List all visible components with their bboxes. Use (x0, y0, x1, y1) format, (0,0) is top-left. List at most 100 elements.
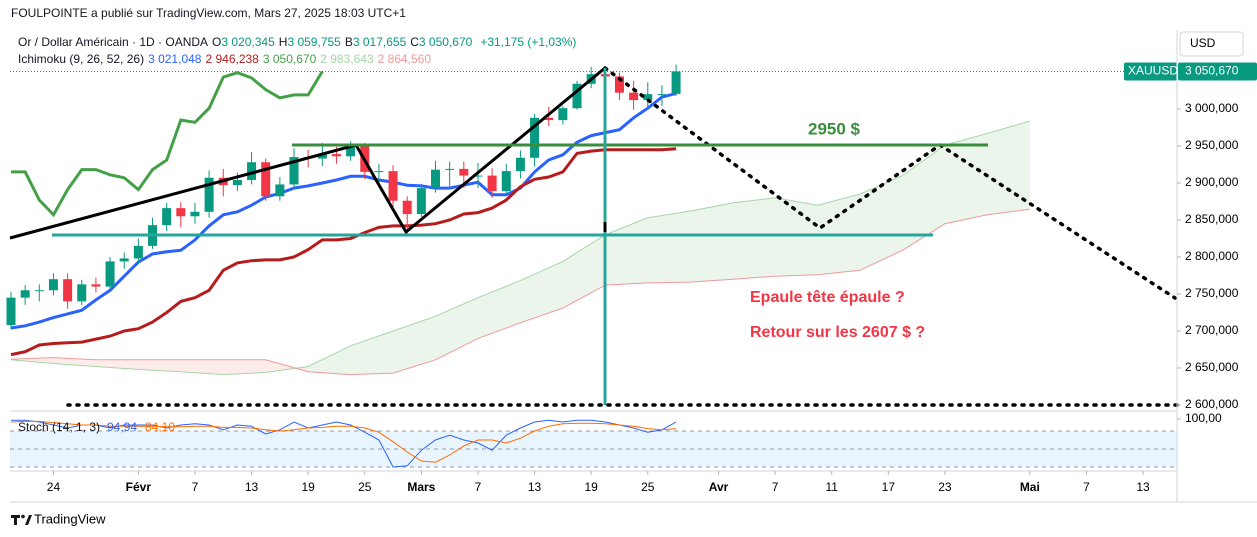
cloud-fill (223, 359, 266, 375)
candle-body (501, 171, 511, 192)
cloud-fill (562, 234, 606, 308)
cloud-fill (180, 359, 224, 375)
candle-body (20, 290, 30, 298)
candle-body (176, 208, 186, 217)
candle-body (261, 162, 271, 197)
ohlc-value: 3 017,655 (352, 35, 407, 49)
x-tick-label: 13 (528, 480, 542, 494)
candle-body (190, 211, 200, 217)
candle-body (572, 83, 582, 109)
x-tick-label: 25 (358, 480, 372, 494)
candle-body (459, 168, 469, 176)
candle-body (346, 145, 356, 157)
cloud-fill (647, 211, 691, 283)
stoch-title: Stoch (14, 1, 3) (18, 420, 100, 434)
cloud-fill (138, 359, 181, 372)
cloud-fill (860, 175, 903, 271)
x-tick-label: 17 (882, 480, 896, 494)
ichimoku-line (10, 208, 1030, 376)
ticker-tag (1178, 62, 1257, 81)
y-tick-label: 2 750,000 (1185, 286, 1239, 300)
cloud-fill (308, 345, 351, 375)
ohlc-key: H (278, 35, 288, 49)
x-tick-label: Avr (709, 480, 729, 494)
candle-body (530, 117, 540, 158)
x-tick-label: 7 (475, 480, 482, 494)
candle-body (416, 188, 426, 215)
y-tick-label: 2 850,000 (1185, 212, 1239, 226)
cloud-fill (350, 331, 394, 375)
candle-body (77, 284, 87, 302)
last-price-label: 3 050,670 (1185, 64, 1239, 78)
brand: TradingView (34, 511, 106, 526)
stoch-value: 84,10 (145, 420, 175, 434)
cloud-fill (902, 145, 945, 251)
ohlc-value: 3 020,345 (221, 35, 275, 49)
ichimoku-value: 2 864,560 (377, 52, 432, 66)
candle-body (105, 261, 115, 287)
annotation: Epaule tête épaule ? (750, 289, 905, 306)
candle-body (133, 245, 143, 259)
stoch-band (10, 431, 1177, 468)
annotation: Retour sur les 2607 $ ? (750, 324, 925, 341)
candle-body (48, 279, 58, 291)
logo-part (25, 515, 32, 525)
cloud-fill (775, 197, 818, 277)
candle-body (614, 76, 624, 93)
x-tick-label: 7 (192, 480, 199, 494)
trend-line (9, 66, 606, 240)
currency-button[interactable] (1179, 31, 1244, 57)
candle-body (515, 157, 525, 172)
cloud-fill (435, 297, 478, 360)
candle-body (388, 171, 398, 201)
x-tick-label: Mars (407, 480, 435, 494)
candle-body (544, 117, 554, 121)
ichimoku-line (11, 70, 324, 218)
currency: USD (1190, 36, 1216, 50)
x-tick-label: 7 (772, 480, 779, 494)
candle-body (34, 290, 44, 292)
stoch-value: 94,94 (107, 420, 137, 434)
y-tick-label: 2 950,000 (1185, 138, 1239, 152)
candle-body (232, 180, 242, 186)
ohlc-value: 3 050,670 (418, 35, 473, 49)
symbol-legend: Or / Dollar Américain · 1D · OANDA O3 020… (18, 35, 580, 49)
y-tick-label: 3 000,000 (1185, 101, 1239, 115)
x-tick-label: 23 (938, 480, 952, 494)
ohlc-legend: O3 020,345 H3 059,755 B3 017,655 C3 050,670 (212, 35, 476, 49)
ichimoku-line (10, 147, 677, 357)
cloud-fill (393, 316, 436, 374)
ticker-bg (1124, 62, 1177, 81)
cloud-fill (53, 357, 96, 367)
background-layer (10, 70, 1177, 468)
cloud-fill (944, 133, 988, 224)
cloud-fill (732, 197, 776, 280)
candle-body (204, 177, 214, 212)
x-tick-label: 24 (47, 480, 61, 494)
x-tick-label: 13 (245, 480, 259, 494)
neckline-label: 2950 $ (808, 119, 861, 138)
candle-body (317, 154, 327, 159)
candle-body (473, 175, 483, 177)
brand-logo (11, 514, 32, 525)
change: +31,175 (+1,03%) (480, 35, 577, 49)
ichimoku-line (10, 120, 1030, 376)
candle-body (431, 169, 441, 189)
cloud-fill (987, 121, 1030, 215)
candle-body (445, 168, 455, 170)
ohlc-key: C (410, 35, 419, 49)
ticker: XAUUSD (1128, 64, 1178, 78)
x-tick-label: 7 (1083, 480, 1090, 494)
candle-body (487, 175, 497, 192)
candle-body (275, 184, 285, 197)
ichimoku-value: 2 983,643 (320, 52, 374, 66)
candle-body (289, 157, 299, 185)
ichimoku-title: Ichimoku (9, 26, 52, 26) (18, 52, 145, 66)
candle-body (643, 94, 653, 101)
ichimoku-value: 3 021,048 (148, 52, 202, 66)
ohlc-key: O (212, 35, 222, 49)
candle-body (374, 171, 384, 173)
y-tick-label: 2 900,000 (1185, 175, 1239, 189)
candle-body (63, 279, 73, 302)
